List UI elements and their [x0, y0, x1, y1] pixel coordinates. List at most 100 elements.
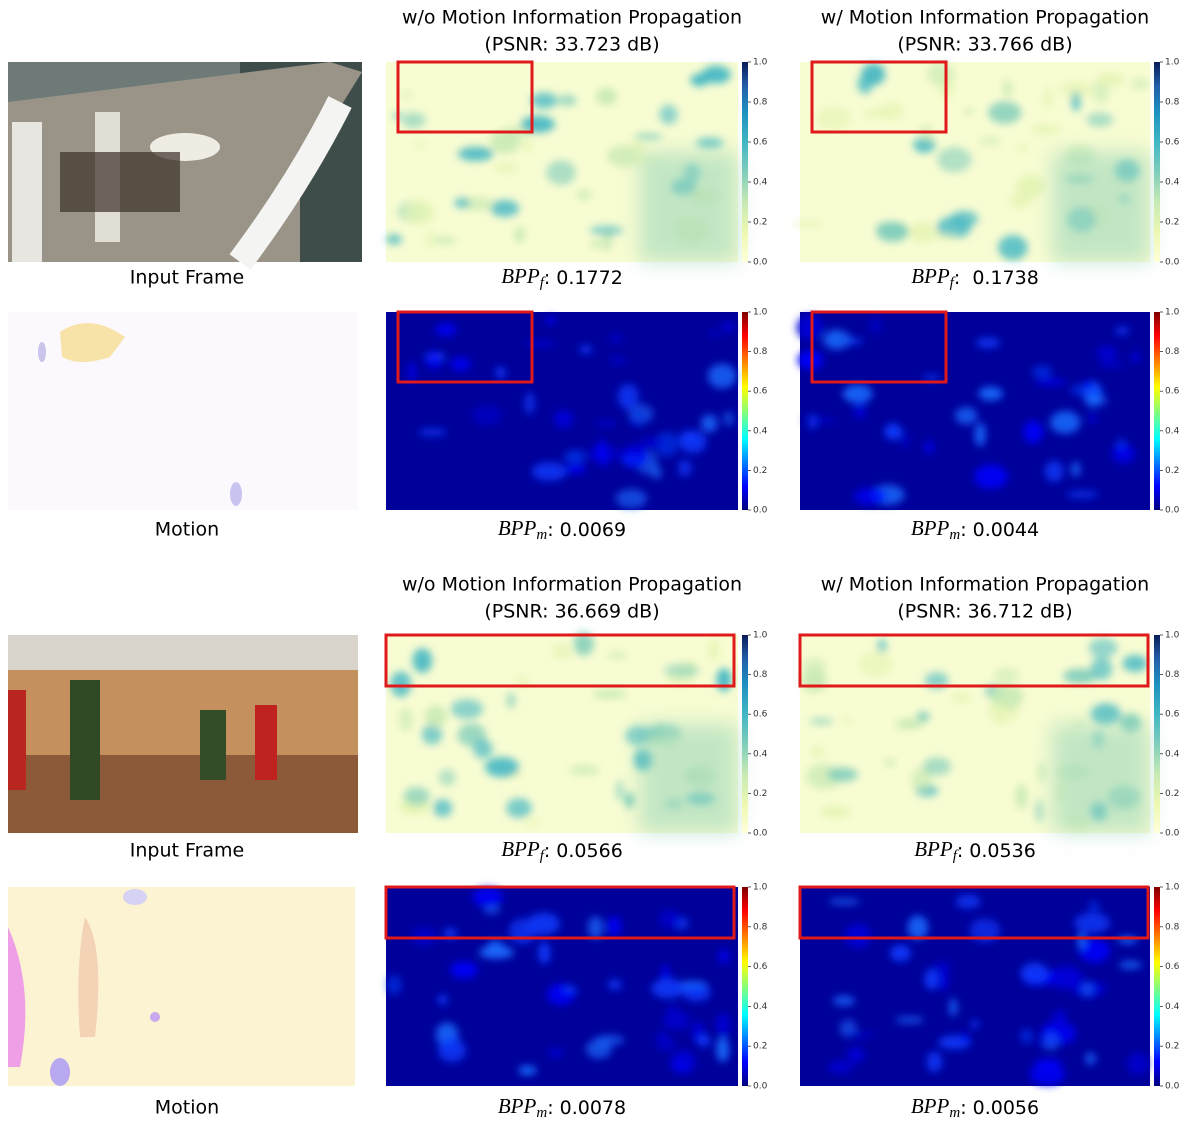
floor [8, 755, 358, 833]
column-subtitle: (PSNR: 36.712 dB) [897, 601, 1072, 623]
heatmap-blob [831, 329, 840, 347]
heatmap-blob [509, 919, 537, 945]
heatmap-blob [890, 945, 911, 962]
heatmap-blob [1096, 346, 1117, 361]
colorbar-tick-label: 0.6 [753, 962, 768, 972]
colorbar-tick-label: 1.0 [753, 308, 768, 318]
heatmap-blob [723, 321, 734, 333]
heatmap-blob [438, 1038, 466, 1062]
heatmap-blob [551, 644, 572, 659]
heatmap-blob [696, 137, 724, 148]
colorbar [1154, 62, 1160, 262]
heatmap-blob [1091, 703, 1121, 725]
bpp-value: : 0.0536 [957, 840, 1036, 862]
heatmap-blob [924, 440, 934, 454]
heatmap-blob [479, 946, 514, 958]
heatmap-blob [422, 724, 443, 745]
heatmap-blob [390, 671, 411, 697]
heatmap-blob [716, 1013, 730, 1038]
colorbar-tick-label: 0.2 [753, 466, 767, 476]
figure: w/o Motion Information Propagation (PSNR:… [0, 0, 1194, 1122]
heatmap-blob [1053, 1010, 1067, 1027]
colorbar [742, 312, 748, 510]
colorbar-tick-label: 0.8 [1165, 347, 1180, 357]
bpp-caption: BPPm: 0.0056 [911, 1094, 1039, 1122]
heatmap-blob [568, 765, 599, 775]
heatmap-patch [1052, 152, 1150, 262]
heatmap-blob [1071, 462, 1080, 477]
heatmap-blob [1122, 655, 1147, 672]
colorbar-tick-label: 0.4 [753, 1002, 768, 1012]
heatmap-blob [634, 133, 663, 140]
heatmap-blob [884, 423, 902, 439]
heatmap-blob [411, 927, 437, 946]
colorbar-tick-label: 0.2 [1165, 789, 1179, 799]
heatmap-blob [1009, 193, 1032, 208]
colorbar-tick-label: 0.8 [753, 98, 768, 108]
heatmap-blob [493, 162, 518, 173]
heatmap-blob [473, 739, 493, 759]
colorbar-tick-label: 0.2 [753, 789, 767, 799]
input-frame-image [8, 635, 358, 833]
column-title: w/o Motion Information Propagation [402, 7, 742, 29]
heatmap-blob [522, 141, 532, 152]
heatmap-blob [951, 692, 972, 704]
colorbar-tick-label: 0.8 [1165, 98, 1180, 108]
colorbar-tick-label: 0.8 [1165, 670, 1180, 680]
motion-blob [150, 1012, 160, 1022]
heatmap-blob [471, 405, 502, 425]
heatmap-blob [1071, 91, 1081, 112]
row-label: Input Frame [130, 267, 244, 289]
bpp-value: : 0.0078 [547, 1097, 626, 1119]
heatmap-blob [718, 949, 731, 965]
pillar [12, 122, 42, 262]
bpp-caption: BPPm: 0.0069 [498, 516, 626, 544]
heatmap-blob [404, 200, 435, 224]
colorbar-tick-label: 0.2 [753, 1042, 767, 1052]
feature-bit-heatmap [386, 631, 738, 833]
heatmap-blob [900, 432, 910, 449]
colorbar-tick-label: 1.0 [1165, 631, 1180, 641]
column-title: w/ Motion Information Propagation [821, 574, 1149, 596]
colorbar-tick-label: 0.8 [753, 670, 768, 680]
heatmap-blob [683, 985, 711, 1001]
heatmap-blob [801, 670, 827, 692]
heatmap-blob [1032, 366, 1052, 378]
heatmap-blob [1130, 78, 1150, 90]
heatmap-blob [591, 240, 604, 249]
heatmap-blob [1035, 800, 1044, 823]
heatmap-blob [1043, 1033, 1059, 1051]
colorbar [742, 887, 748, 1086]
colorbar [742, 635, 748, 833]
heatmap-blob [869, 318, 881, 334]
player [255, 705, 277, 780]
people [60, 152, 180, 212]
heatmap-blob [1021, 963, 1049, 984]
colorbar-tick-label: 0.2 [1165, 1042, 1179, 1052]
heatmap-blob [895, 719, 923, 730]
heatmap-blob [917, 712, 930, 722]
colorbar-tick-label: 1.0 [753, 58, 768, 68]
heatmap-patch [639, 152, 738, 262]
heatmap-blob [524, 392, 535, 415]
bpp-subscript: m [949, 527, 960, 543]
heatmap-blob [927, 234, 957, 240]
heatmap-blob [507, 693, 516, 709]
heatmap-blob [961, 1032, 969, 1041]
heatmap-blob [971, 1020, 979, 1030]
heatmap-blob [564, 450, 586, 464]
heatmap-blob [701, 414, 718, 432]
heatmap-blob [532, 462, 567, 481]
colorbar-tick-label: 0.4 [1165, 749, 1180, 759]
heatmap-blob [716, 1037, 729, 1062]
motion-blob [123, 889, 147, 905]
motion-bit-heatmap [386, 312, 738, 510]
motion-blob [50, 1058, 70, 1086]
heatmap-blob [879, 102, 904, 121]
motion-bg [8, 312, 358, 510]
heatmap-blob [607, 916, 622, 935]
heatmap-blob [1037, 761, 1046, 783]
heatmap-blob [950, 211, 978, 227]
heatmap-blob [927, 1051, 943, 1072]
heatmap-blob [557, 95, 576, 107]
